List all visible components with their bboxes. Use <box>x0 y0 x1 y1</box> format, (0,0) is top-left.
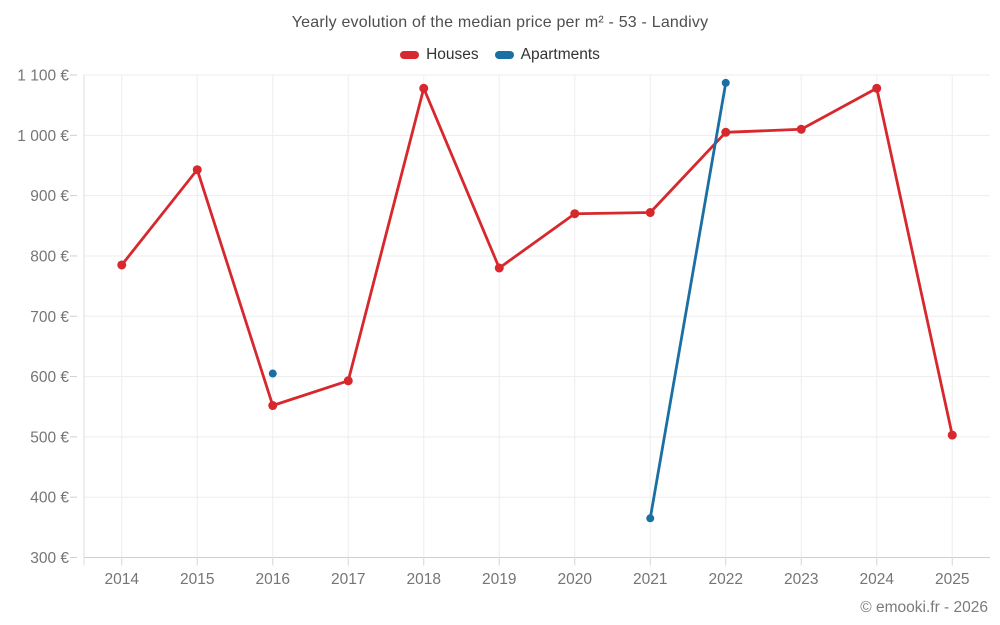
svg-text:1 000 €: 1 000 € <box>17 128 69 145</box>
svg-text:800 €: 800 € <box>30 248 69 265</box>
svg-text:400 €: 400 € <box>30 490 69 507</box>
svg-text:900 €: 900 € <box>30 188 69 205</box>
legend-item-houses[interactable]: Houses <box>400 46 479 64</box>
svg-text:1 100 €: 1 100 € <box>17 68 69 85</box>
svg-text:2024: 2024 <box>860 571 895 588</box>
svg-text:2017: 2017 <box>331 571 365 588</box>
svg-text:600 €: 600 € <box>30 369 69 386</box>
chart-title: Yearly evolution of the median price per… <box>291 14 709 31</box>
footer-credit: © emooki.fr - 2026 <box>860 599 988 616</box>
houses-series-swatch-icon <box>400 51 420 59</box>
svg-text:300 €: 300 € <box>30 550 69 567</box>
svg-text:500 €: 500 € <box>30 429 69 446</box>
svg-text:2020: 2020 <box>558 571 593 588</box>
svg-text:2022: 2022 <box>709 571 743 588</box>
svg-text:2018: 2018 <box>407 571 441 588</box>
svg-text:2019: 2019 <box>482 571 516 588</box>
apartments-series-swatch-icon <box>494 51 514 59</box>
legend-item-apartments[interactable]: Apartments <box>494 46 600 64</box>
svg-text:2015: 2015 <box>180 571 214 588</box>
svg-text:700 €: 700 € <box>30 309 69 326</box>
legend: Houses Apartments <box>0 46 1000 64</box>
svg-text:2014: 2014 <box>105 571 140 588</box>
svg-text:2021: 2021 <box>633 571 667 588</box>
svg-text:2023: 2023 <box>784 571 818 588</box>
svg-text:2025: 2025 <box>935 571 969 588</box>
legend-label-houses: Houses <box>426 46 479 63</box>
svg-text:2016: 2016 <box>256 571 290 588</box>
legend-label-apartments: Apartments <box>520 46 600 63</box>
